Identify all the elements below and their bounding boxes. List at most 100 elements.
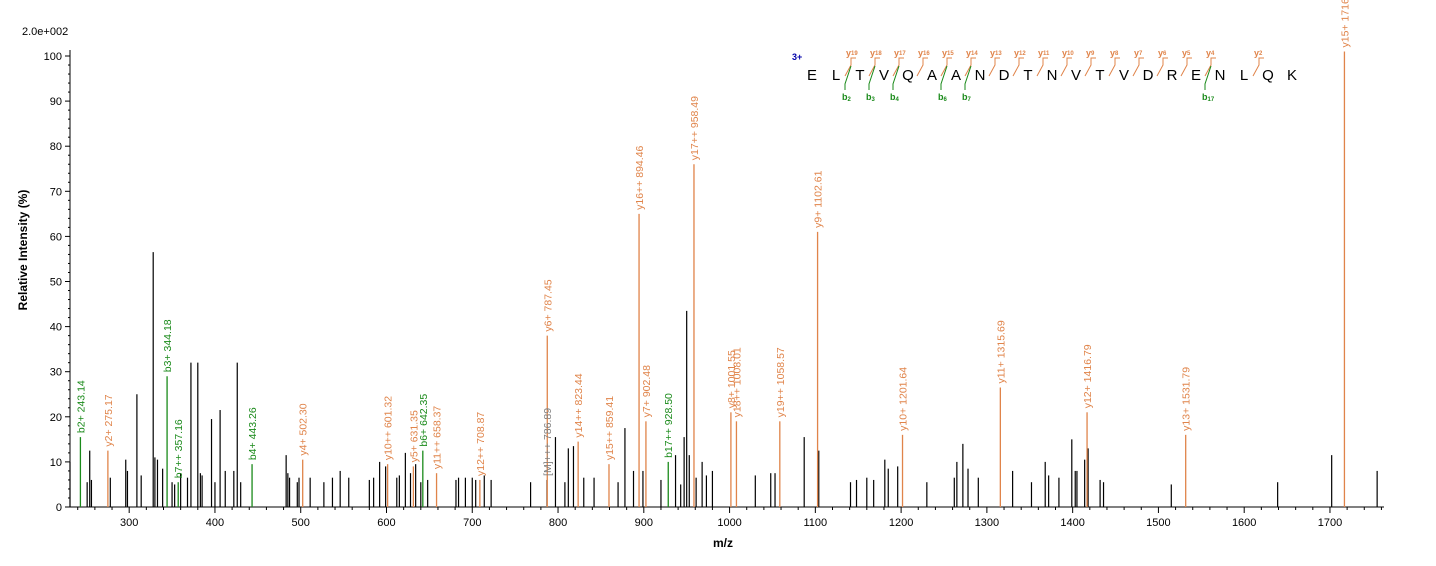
sequence-residue: V [1071,67,1081,84]
peak-label: y6+ 787.45 [542,279,554,331]
y-ion-bracket [1012,57,1024,77]
b-ion-bracket [940,65,948,90]
peak-label: [M]+++ 786.89 [542,408,554,476]
sequence-residue: L [832,67,840,84]
peak-label: b17++ 928.50 [663,393,675,458]
peak-label: y10+ 1201.64 [898,367,910,431]
sequence-residue: A [927,67,937,84]
peak-label: b4+ 443.26 [247,407,259,460]
sequence-residue: A [951,67,961,84]
peak-label: y16++ 894.46 [634,145,646,209]
sequence-residue: D [1143,67,1154,84]
sequence-residue: V [1119,67,1129,84]
x-tick-label: 600 [377,517,395,529]
y-axis-title: Relative Intensity (%) [16,190,30,311]
peak-label: y9+ 1102.61 [813,170,825,227]
x-tick-label: 1200 [889,517,913,529]
y-ion-label: y12 [1014,48,1026,58]
peak-label: y12+ 1416.79 [1082,344,1094,408]
sequence-residue: N [1047,67,1058,84]
x-axis-title: m/z [713,536,733,550]
x-tick-label: 1300 [975,517,999,529]
peak-label: y15++ 859.41 [604,396,616,460]
y-ion-bracket [1084,57,1096,77]
y-ion-label: y9 [1086,48,1095,58]
peak-label: y7+ 902.48 [641,365,653,417]
sequence-residue: T [1095,67,1104,84]
y-ion-bracket [1132,57,1144,77]
y-tick-label: 10 [50,457,62,469]
y-tick-label: 90 [50,96,62,108]
y-ion-bracket [844,57,856,77]
sequence-residue: T [1023,67,1032,84]
x-tick-label: 900 [635,517,653,529]
y-tick-label: 0 [56,502,62,514]
x-tick-label: 1700 [1318,517,1342,529]
b-ion-bracket [964,65,972,90]
peak-label: y2+ 275.17 [103,394,115,446]
peak-label: y11+ 1315.69 [995,320,1007,383]
y-ion-label: y14 [966,48,978,58]
y-tick-label: 20 [50,412,62,424]
y-ion-bracket [1036,57,1048,77]
sequence-residue: E [807,67,817,84]
y-tick-label: 60 [50,231,62,243]
y-ion-label: y5 [1182,48,1191,58]
y-ion-bracket [964,57,976,77]
intensity-scale-label: 2.0e+002 [22,26,68,38]
x-tick-label: 1400 [1060,517,1084,529]
b-ion-label: b7 [962,92,972,103]
y-ion-label: y2 [1254,48,1263,58]
charge-state-label: 3+ [792,52,802,62]
y-tick-label: 70 [50,186,62,198]
y-ion-label: y13 [990,48,1002,58]
sequence-residue: L [1240,67,1248,84]
peak-label: y19++ 1058.57 [775,347,787,417]
y-ion-label: y10 [1062,48,1074,58]
x-tick-label: 1100 [804,517,828,529]
y-tick-label: 100 [44,51,62,63]
b-ion-bracket [844,65,852,90]
b-ion-label: b17 [1202,92,1215,103]
y-ion-bracket [1060,57,1072,77]
y-ion-label: y4 [1206,48,1215,58]
sequence-residue: N [1215,67,1226,84]
y-ion-bracket [1180,57,1192,77]
sequence-residue: Q [902,67,914,84]
x-tick-label: 1600 [1232,517,1256,529]
y-ion-label: y11 [1038,48,1050,58]
b-ion-label: b4 [890,92,900,103]
peak-label: y12++ 708.87 [475,412,487,476]
axes: 0 10 20 30 40 50 60 70 80 90 100 300 400 500 600 700 800… [44,50,1384,529]
peak-label: y18++ 1008.01 [731,347,743,417]
b-ion-bracket [892,65,900,90]
y-ion-bracket [1108,57,1120,77]
x-tick-label: 400 [206,517,224,529]
b-ion-label: b2 [842,92,852,103]
b-ion-label: b3 [866,92,876,103]
y-tick-label: 50 [50,277,62,289]
peak-label: y13+ 1531.79 [1181,367,1193,431]
sequence-residue: T [855,67,864,84]
x-tick-label: 800 [549,517,567,529]
b-ion-bracket [1204,65,1212,90]
sequence-residue: E [1191,67,1201,84]
peak-labels-layer: b2+ 243.14 y2+ 275.17 b3+ 344.18 b7++ 357.1… [75,0,1351,478]
sequence-residue: V [879,67,889,84]
peak-label: y8+ 1001.55 [726,350,738,408]
y-ion-bracket [868,57,880,77]
y-ion-bracket [940,57,952,77]
sequence-residue: N [975,67,986,84]
y-ion-bracket [892,57,904,77]
x-tick-label: 300 [120,517,138,529]
y-ion-bracket [1156,57,1168,77]
y-ion-bracket [1252,57,1264,77]
y-ion-label: y7 [1134,48,1143,58]
x-tick-label: 1000 [717,517,741,529]
peak-label: b6+ 642.35 [418,394,430,447]
peak-label: y5+ 631.35 [408,410,420,462]
peak-label: y4+ 502.30 [298,403,310,455]
y-ion-label: y15 [942,48,954,58]
peak-label: y14++ 823.44 [573,373,585,437]
sequence-residue: K [1287,67,1297,84]
